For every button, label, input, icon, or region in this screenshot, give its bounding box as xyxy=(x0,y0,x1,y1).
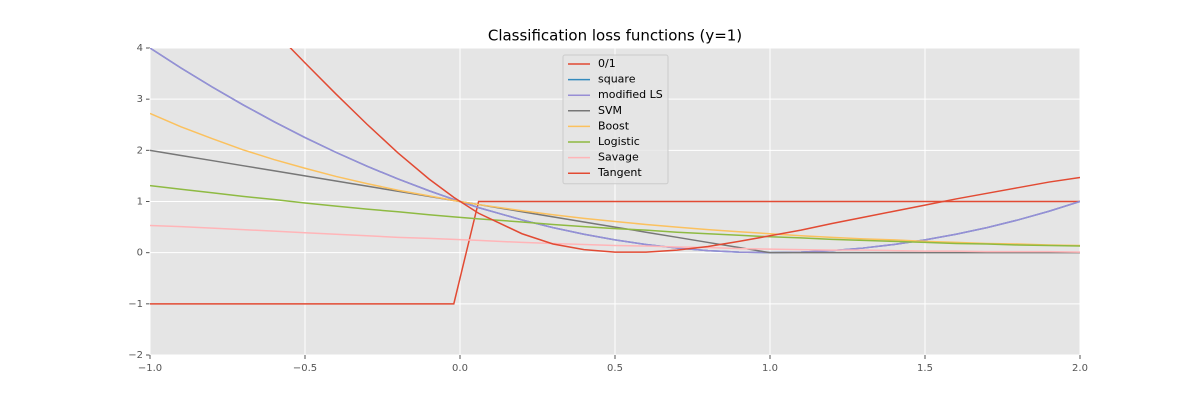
x-tick-label: −0.5 xyxy=(293,363,317,374)
y-tick-label: −1 xyxy=(128,299,143,310)
y-tick-label: 3 xyxy=(137,94,143,105)
legend-label: 0/1 xyxy=(598,57,616,70)
legend-box xyxy=(562,54,669,185)
series-line xyxy=(150,149,1080,254)
x-tick-label: 1.5 xyxy=(917,363,933,374)
y-tick-label: 2 xyxy=(137,145,143,156)
y-tick-label: −2 xyxy=(128,350,143,361)
legend-label: SVM xyxy=(598,104,622,117)
legend-label: square xyxy=(598,73,636,86)
x-tick-label: −1.0 xyxy=(138,363,162,374)
x-tick-label: 2.0 xyxy=(1072,363,1088,374)
x-tick-label: 0.5 xyxy=(607,363,623,374)
legend-label: Savage xyxy=(598,151,639,164)
plot-lines xyxy=(150,48,1080,305)
series-line xyxy=(150,112,1080,247)
series-line xyxy=(150,48,1080,254)
series-line xyxy=(150,224,1080,253)
series-line xyxy=(150,184,1080,247)
y-tick-label: 4 xyxy=(137,43,143,54)
series-line xyxy=(289,48,1080,253)
y-tick-label: 0 xyxy=(137,248,143,259)
x-tick-label: 1.0 xyxy=(762,363,778,374)
y-tick-label: 1 xyxy=(137,197,143,208)
x-tick-label: 0.0 xyxy=(452,363,468,374)
legend-label: modified LS xyxy=(598,88,663,101)
chart-title: Classification loss functions (y=1) xyxy=(488,27,742,45)
legend-label: Tangent xyxy=(597,166,642,179)
legend-label: Boost xyxy=(598,119,630,132)
series-line xyxy=(150,200,1080,305)
legend-label: Logistic xyxy=(598,135,640,148)
